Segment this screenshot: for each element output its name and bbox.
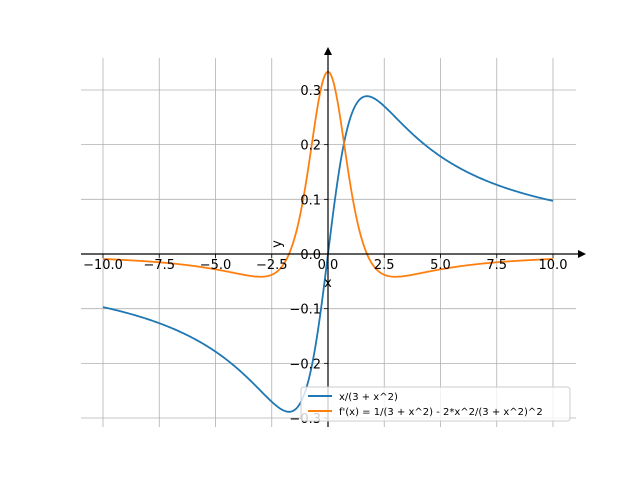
y-tick-label: −0.2 — [289, 357, 321, 372]
legend: x/(3 + x^2) f'(x) = 1/(3 + x^2) - 2*x^2/… — [300, 386, 571, 422]
y-tick-label: −0.1 — [289, 303, 321, 318]
y-tick-label: 0.2 — [300, 139, 321, 154]
y-tick-label: 0.0 — [300, 248, 321, 263]
x-tick-label: −5.0 — [200, 258, 232, 273]
x-axis-label: x — [324, 276, 332, 291]
x-tick-label: −7.5 — [143, 258, 175, 273]
legend-label-f: x/(3 + x^2) — [339, 392, 398, 403]
x-tick-label: 7.5 — [486, 258, 507, 273]
y-axis-arrow — [324, 47, 332, 55]
x-tick-label: −10.0 — [83, 258, 123, 273]
x-tick-label: 2.5 — [374, 258, 395, 273]
legend-label-df: f'(x) = 1/(3 + x^2) - 2*x^2/(3 + x^2)^2 — [339, 407, 543, 418]
x-tick-label: 0.0 — [318, 258, 339, 273]
x-tick-label: −2.5 — [256, 258, 288, 273]
axes — [81, 47, 586, 427]
y-axis-label: y — [270, 240, 285, 248]
x-tick-label: 10.0 — [539, 258, 568, 273]
y-tick-label: 0.3 — [300, 84, 321, 99]
x-tick-label: 5.0 — [430, 258, 451, 273]
y-tick-label: 0.1 — [300, 193, 321, 208]
x-axis-arrow — [578, 250, 586, 258]
